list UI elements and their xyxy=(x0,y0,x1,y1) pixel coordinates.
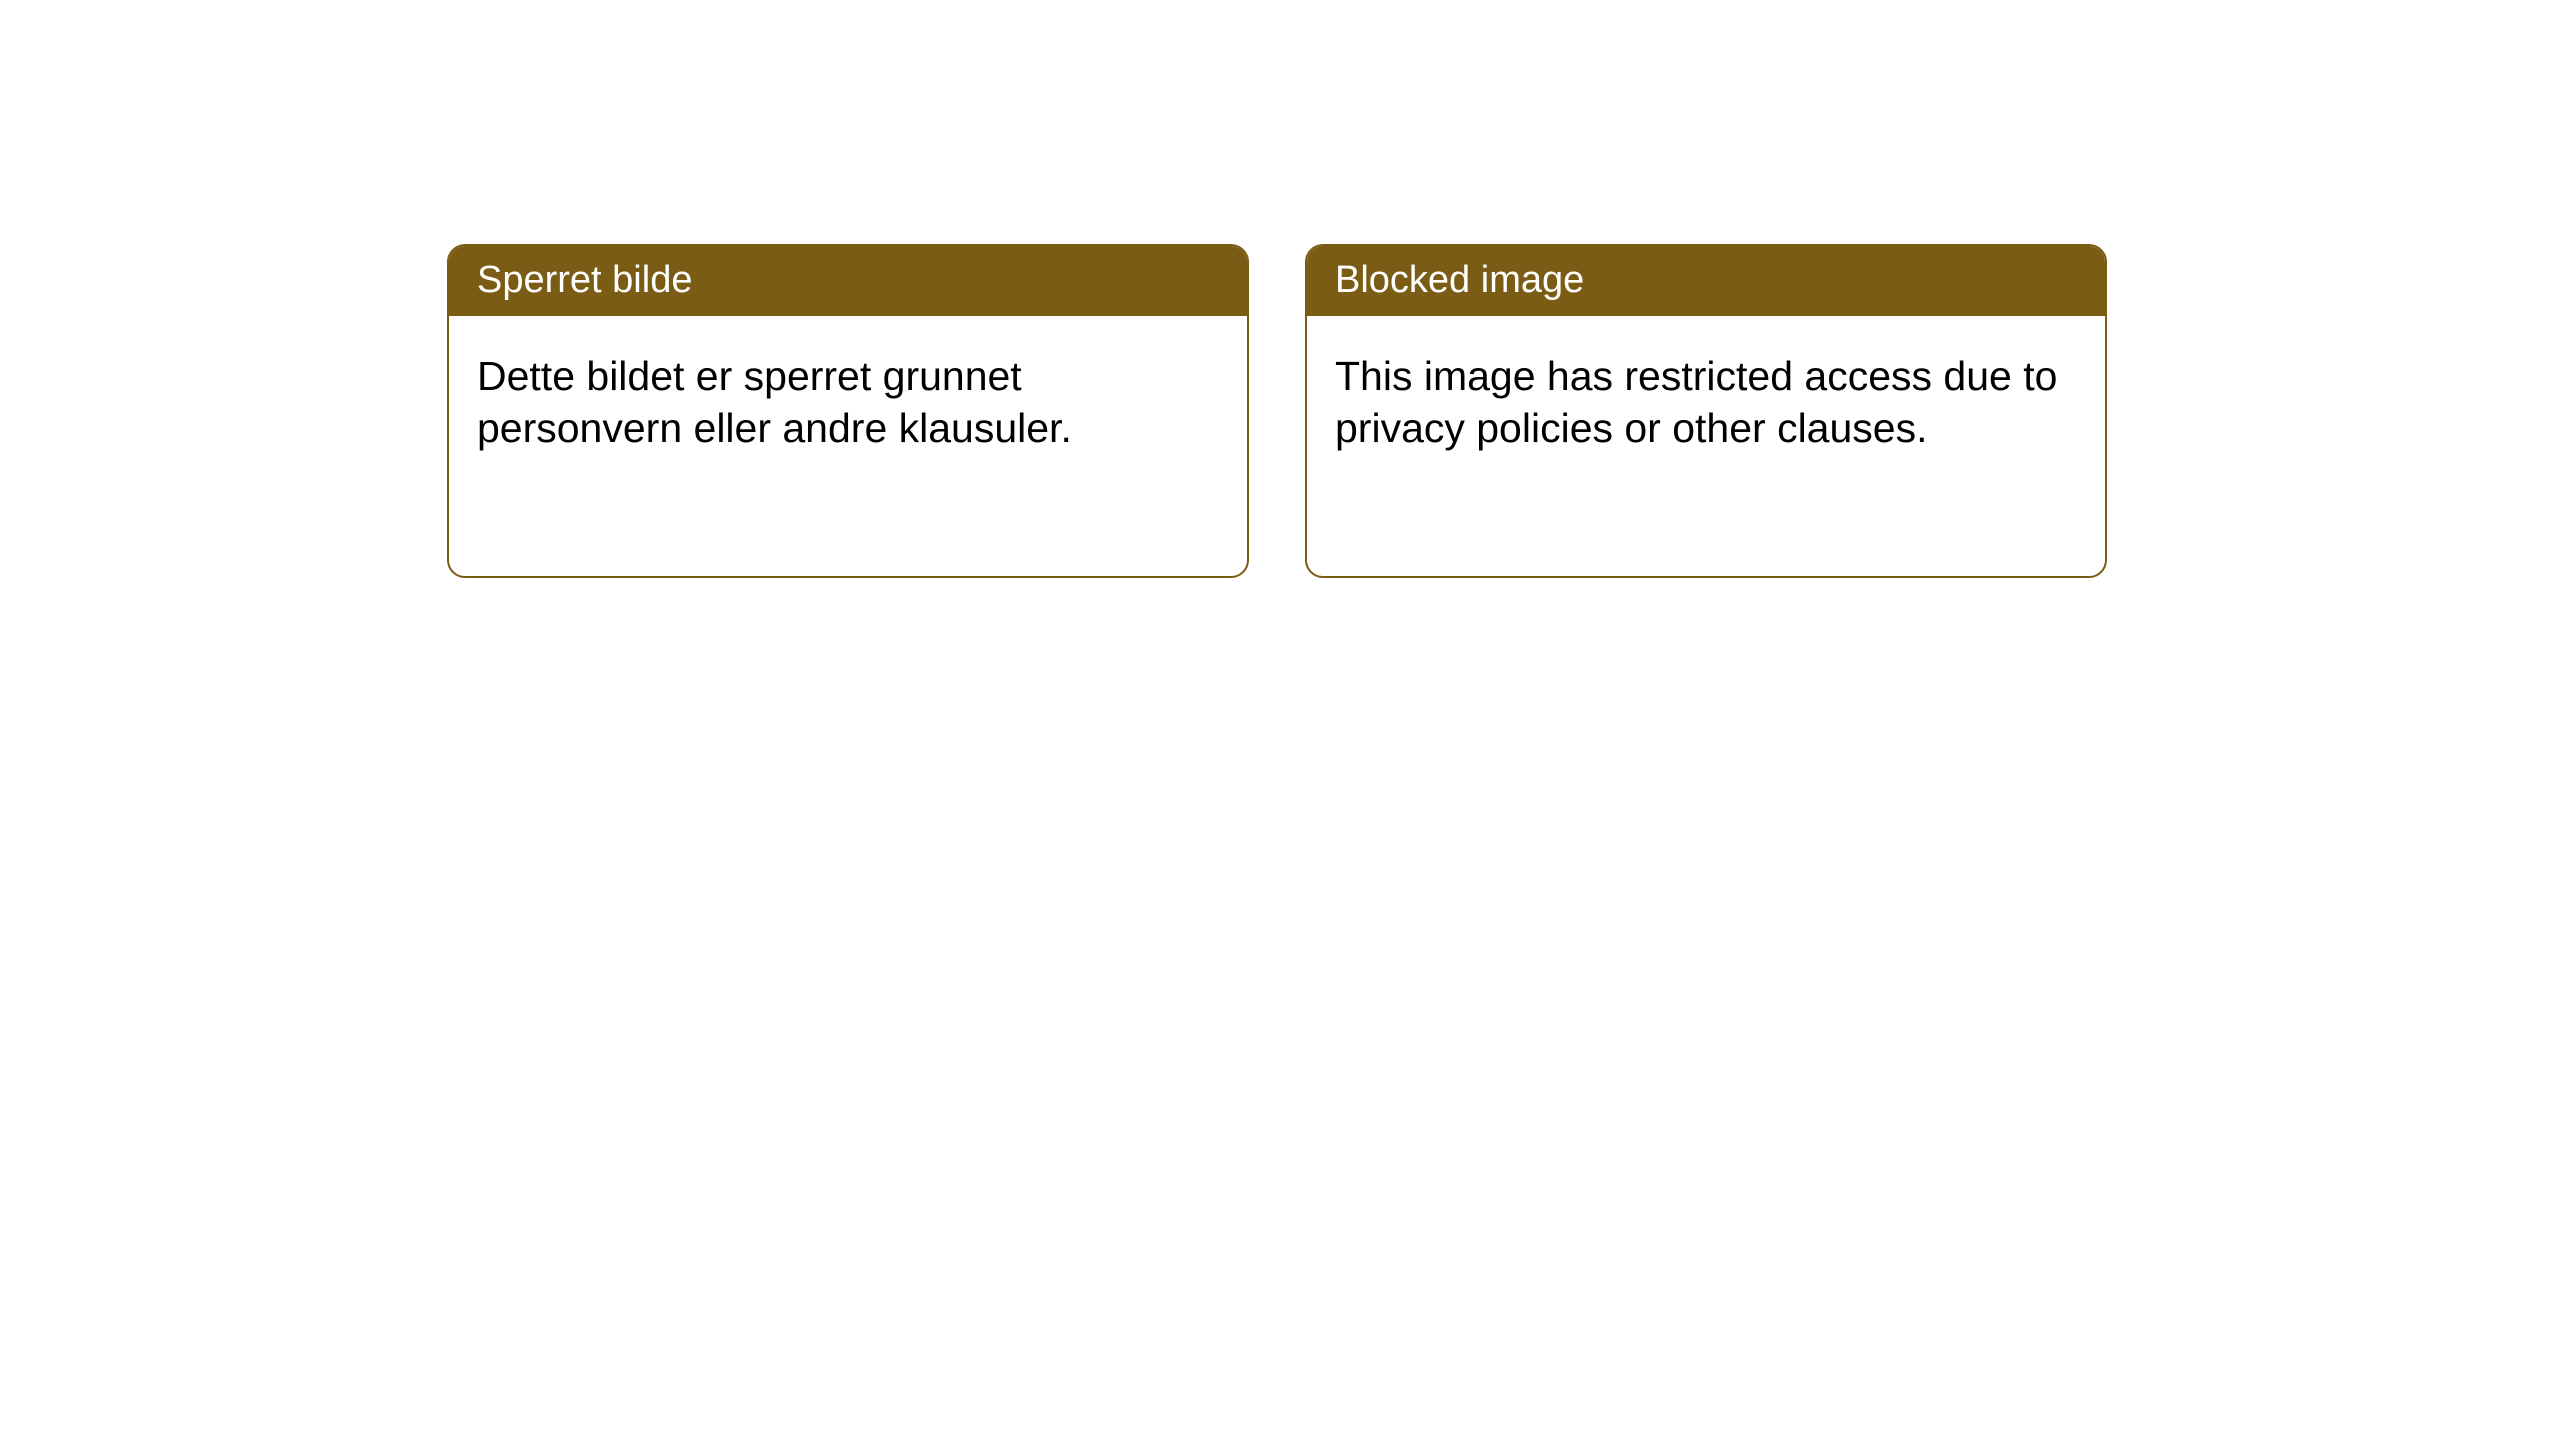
notice-header: Blocked image xyxy=(1307,246,2105,316)
notices-container: Sperret bilde Dette bildet er sperret gr… xyxy=(447,244,2107,578)
notice-body: Dette bildet er sperret grunnet personve… xyxy=(449,316,1247,482)
notice-box-english: Blocked image This image has restricted … xyxy=(1305,244,2107,578)
notice-header: Sperret bilde xyxy=(449,246,1247,316)
notice-body: This image has restricted access due to … xyxy=(1307,316,2105,482)
notice-box-norwegian: Sperret bilde Dette bildet er sperret gr… xyxy=(447,244,1249,578)
